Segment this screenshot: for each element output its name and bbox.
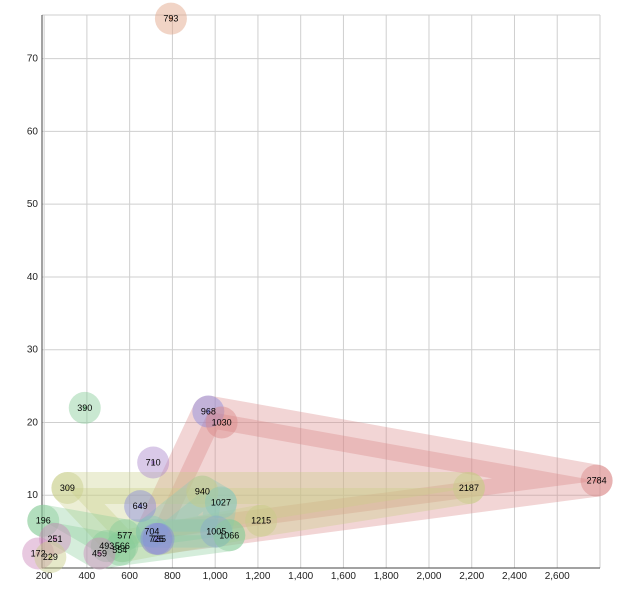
point-label: 577 bbox=[117, 530, 132, 540]
point-label: 566 bbox=[115, 541, 130, 551]
point-label: 390 bbox=[77, 403, 92, 413]
y-tick-label: 20 bbox=[27, 417, 39, 428]
axes: 200 400 600 800 1,000 1,200 1,400 1,600 1,800 2,0… bbox=[27, 15, 600, 582]
data-point bbox=[200, 489, 205, 494]
data-point bbox=[466, 485, 471, 490]
data-point bbox=[41, 518, 46, 523]
data-point bbox=[214, 529, 219, 534]
point-label: 493 bbox=[99, 541, 114, 551]
point-label: 554 bbox=[112, 545, 127, 555]
point-label: 1066 bbox=[219, 530, 239, 540]
y-tick-label: 30 bbox=[27, 345, 39, 356]
point-label: 710 bbox=[146, 457, 161, 467]
y-tick-label: 40 bbox=[27, 272, 39, 283]
data-point bbox=[82, 405, 87, 410]
y-tick-label: 60 bbox=[27, 126, 39, 137]
data-point bbox=[65, 485, 70, 490]
data-point bbox=[53, 536, 58, 541]
data-point bbox=[138, 504, 143, 509]
data-point bbox=[219, 420, 224, 425]
point-label: 2187 bbox=[459, 483, 479, 493]
grid bbox=[42, 14, 601, 568]
point-label: 1030 bbox=[212, 417, 232, 427]
x-tick-label: 2,600 bbox=[545, 571, 570, 582]
data-point bbox=[97, 551, 102, 556]
data-point bbox=[594, 478, 599, 483]
x-tick-label: 1,600 bbox=[331, 571, 356, 582]
x-tick-label: 2,400 bbox=[502, 571, 527, 582]
data-point bbox=[259, 518, 264, 523]
point-label: 725 bbox=[149, 534, 164, 544]
cluster-hull bbox=[27, 504, 246, 570]
data-point bbox=[117, 547, 122, 552]
y-tick-label: 50 bbox=[27, 199, 39, 210]
x-tick-label: 1,800 bbox=[374, 571, 399, 582]
data-point bbox=[206, 409, 211, 414]
data-point bbox=[36, 551, 41, 556]
data-point bbox=[154, 536, 159, 541]
point-label: 793 bbox=[163, 14, 178, 24]
point-label: 1027 bbox=[211, 498, 231, 508]
point-label: 251 bbox=[48, 534, 63, 544]
data-point bbox=[149, 529, 154, 534]
point-label: 172 bbox=[31, 548, 46, 558]
data-point bbox=[218, 500, 223, 505]
x-tick-label: 800 bbox=[164, 571, 181, 582]
point-label: 1215 bbox=[251, 516, 271, 526]
x-tick-label: 600 bbox=[121, 571, 138, 582]
point-label: 704 bbox=[144, 527, 159, 537]
x-tick-label: 2,200 bbox=[459, 571, 484, 582]
point-label: 229 bbox=[43, 552, 58, 562]
data-point bbox=[168, 16, 173, 21]
point-label: 968 bbox=[201, 407, 216, 417]
data-point bbox=[227, 533, 232, 538]
point-label: 1005 bbox=[206, 527, 226, 537]
y-tick-label: 70 bbox=[27, 54, 39, 65]
point-label: 2784 bbox=[587, 476, 607, 486]
point-label: 459 bbox=[92, 548, 107, 558]
point-label: 309 bbox=[60, 483, 75, 493]
x-tick-label: 1,200 bbox=[245, 571, 270, 582]
data-point bbox=[122, 533, 127, 538]
x-tick-label: 1,000 bbox=[203, 571, 228, 582]
data-point bbox=[104, 544, 109, 549]
point-label: 735 bbox=[151, 534, 166, 544]
x-tick-label: 200 bbox=[36, 571, 53, 582]
point-label: 940 bbox=[195, 487, 210, 497]
x-tick-label: 2,000 bbox=[416, 571, 441, 582]
x-tick-label: 1,400 bbox=[288, 571, 313, 582]
data-point bbox=[120, 544, 125, 549]
point-label: 649 bbox=[133, 501, 148, 511]
data-points bbox=[22, 2, 613, 574]
y-tick-label: 10 bbox=[27, 490, 39, 501]
x-tick-label: 400 bbox=[79, 571, 96, 582]
data-point bbox=[48, 555, 53, 560]
point-label: 196 bbox=[36, 516, 51, 526]
data-point bbox=[151, 460, 156, 465]
